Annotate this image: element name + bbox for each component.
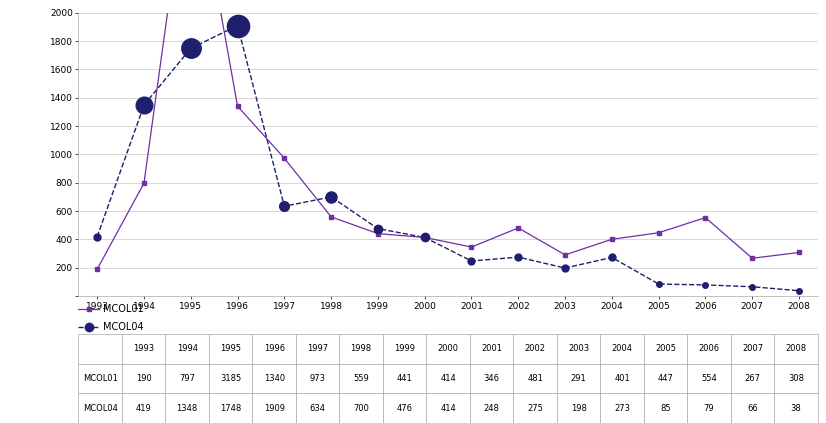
- Text: MCOL04: MCOL04: [103, 322, 144, 332]
- Text: MCOL01: MCOL01: [103, 304, 144, 314]
